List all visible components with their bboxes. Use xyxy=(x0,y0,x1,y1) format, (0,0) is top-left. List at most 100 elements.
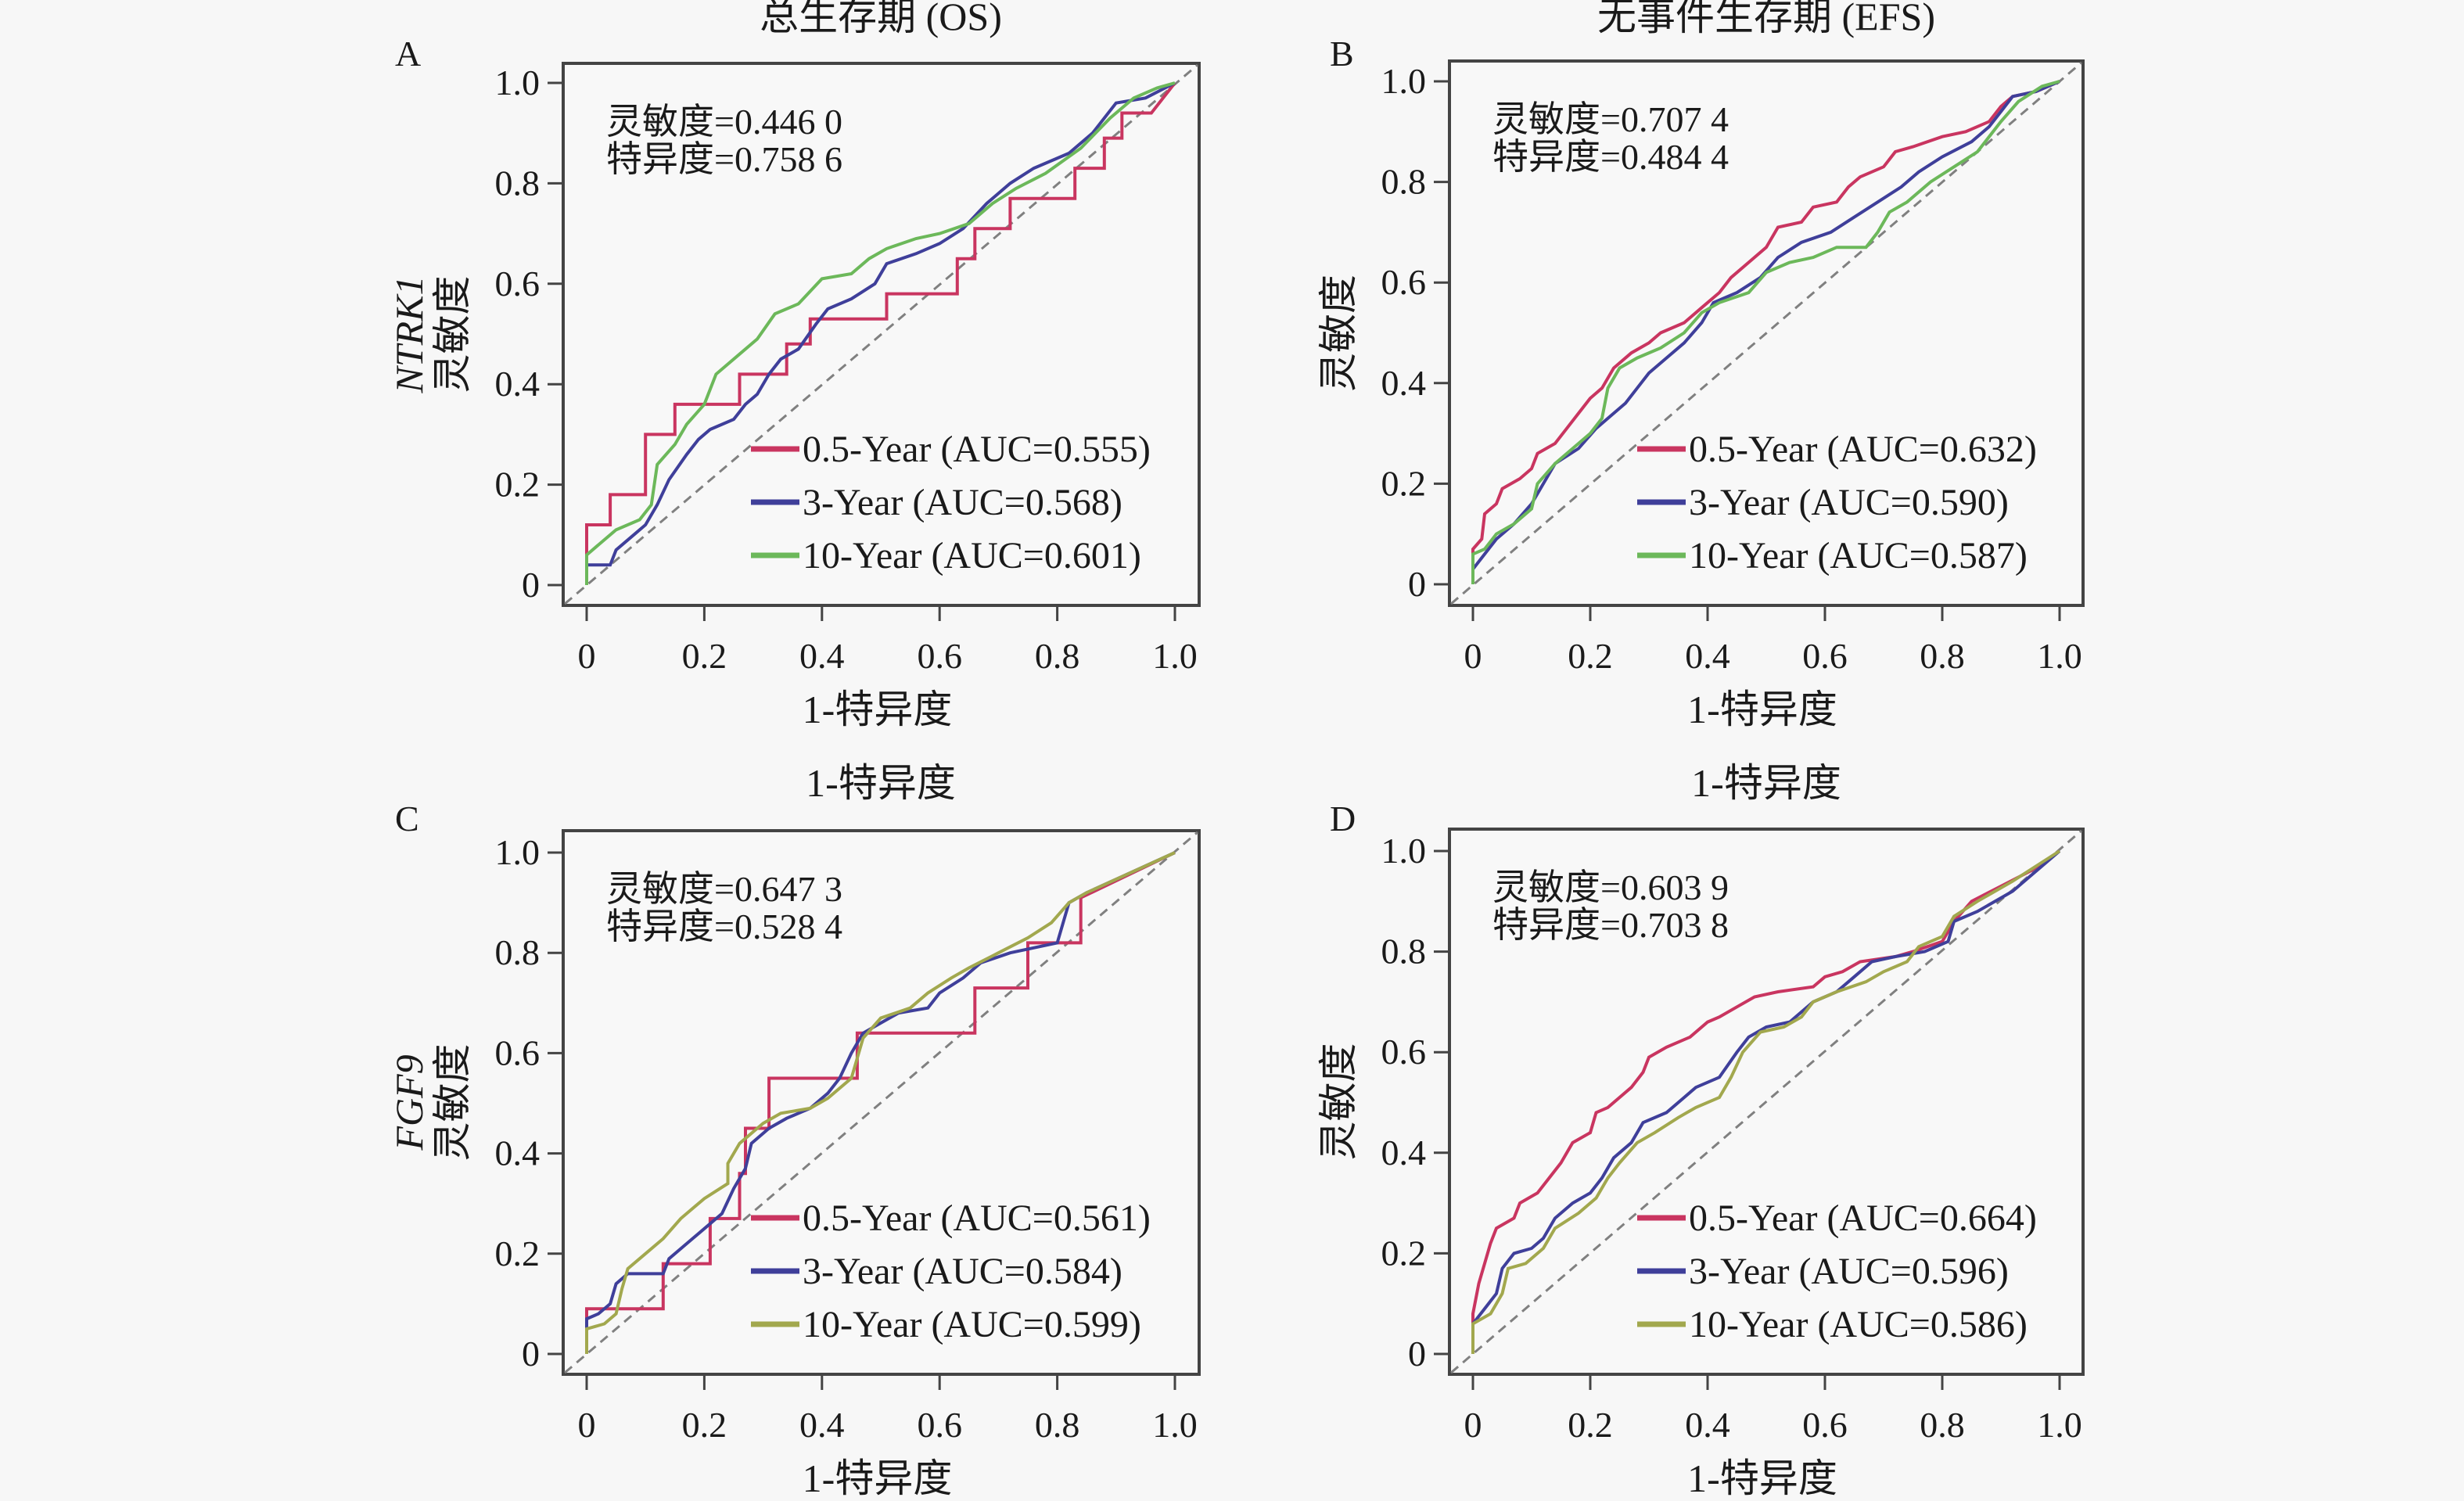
x-tick-label: 0.4 xyxy=(799,636,845,676)
roc-curve-10-year xyxy=(585,81,1176,585)
panel-b: B 无事件生存期 (EFS) 0 0.2 0.4 0.6 0.8 1.0 0 0.2 0.4 0.6 0… xyxy=(1316,0,2085,731)
sensitivity-annotation: 灵敏度=0.446 0 xyxy=(606,102,842,142)
roc-curve-0-5-year xyxy=(585,81,1176,585)
x-tick-label: 0.8 xyxy=(1920,1405,1965,1445)
sensitivity-annotation: 灵敏度=0.603 9 xyxy=(1492,867,1729,907)
x-axis-label: 1-特异度 xyxy=(803,1456,953,1500)
y-tick-label: 1.0 xyxy=(495,63,541,102)
roc-curve-3-year xyxy=(585,81,1176,585)
roc-curve-10-year xyxy=(1471,849,2061,1354)
roc-curve-0-5-year xyxy=(1471,80,2060,584)
panel-letter: B xyxy=(1330,34,1354,74)
y-tick-label: 0.2 xyxy=(495,1233,541,1273)
x-tick-label: 0 xyxy=(1464,636,1482,676)
y-tick-label: 0.8 xyxy=(495,932,541,972)
x-tick-label: 0.6 xyxy=(1802,1405,1848,1445)
y-tick-label: 1.0 xyxy=(495,832,541,872)
legend-label: 0.5-Year (AUC=0.561) xyxy=(803,1198,1151,1239)
y-tick-label: 0.4 xyxy=(495,364,541,404)
legend-label: 3-Year (AUC=0.584) xyxy=(803,1251,1122,1292)
y-tick-label: 0.4 xyxy=(1381,363,1427,403)
roc-curve-10-year xyxy=(585,851,1176,1354)
panel-title: 无事件生存期 (EFS) xyxy=(1597,0,1935,38)
specificity-annotation: 特异度=0.484 4 xyxy=(1492,137,1729,177)
y-tick-label: 0 xyxy=(522,565,540,605)
y-tick-label: 0.6 xyxy=(495,264,541,303)
y-tick-label: 0.2 xyxy=(495,465,541,505)
legend-label: 0.5-Year (AUC=0.664) xyxy=(1689,1198,2037,1239)
y-axis-label: 灵敏度 xyxy=(1316,1043,1360,1161)
y-axis-label: 灵敏度 xyxy=(430,276,474,393)
y-axis-label: 灵敏度 xyxy=(430,1044,474,1162)
x-tick-label: 0 xyxy=(578,636,596,676)
y-tick-label: 0.8 xyxy=(495,163,541,203)
x-tick-label: 0.2 xyxy=(1568,636,1613,676)
roc-curve-10-year xyxy=(1471,80,2060,584)
x-axis-label: 1-特异度 xyxy=(1687,688,1837,731)
specificity-annotation: 特异度=0.528 4 xyxy=(606,907,842,946)
specificity-annotation: 特异度=0.703 8 xyxy=(1492,905,1729,945)
x-tick-label: 1.0 xyxy=(1152,1405,1198,1445)
x-tick-label: 0.6 xyxy=(917,1405,962,1445)
panel-c: C 1-特异度 0 0.2 0.4 0.6 0.8 1.0 0 0.2 0.4 0.6 0.8 1.0 1-… xyxy=(387,761,1201,1500)
legend-label: 3-Year (AUC=0.596) xyxy=(1689,1251,2009,1292)
x-tick-label: 0 xyxy=(1464,1405,1482,1445)
panel-letter: C xyxy=(395,799,419,838)
sensitivity-annotation: 灵敏度=0.707 4 xyxy=(1492,99,1729,139)
y-tick-label: 0 xyxy=(522,1334,540,1374)
y-tick-label: 1.0 xyxy=(1381,831,1427,871)
y-tick-label: 0.2 xyxy=(1381,463,1427,503)
y-axis-gene-label: FGF9 xyxy=(387,1054,431,1151)
roc-curve-3-year xyxy=(1471,80,2060,584)
x-tick-label: 0.2 xyxy=(1568,1405,1613,1445)
reference-diagonal xyxy=(564,63,1198,605)
y-tick-label: 0 xyxy=(1408,564,1426,604)
x-tick-label: 0.6 xyxy=(917,636,962,676)
panel-title: 总生存期 (OS) xyxy=(760,0,1002,38)
y-tick-label: 1.0 xyxy=(1381,61,1427,101)
panel-title: 1-特异度 xyxy=(806,761,956,805)
legend-label: 10-Year (AUC=0.601) xyxy=(803,535,1141,576)
x-tick-label: 0 xyxy=(578,1405,596,1445)
roc-curve-3-year xyxy=(1471,849,2061,1354)
y-axis-gene-label: NTRK1 xyxy=(387,275,431,393)
specificity-annotation: 特异度=0.758 6 xyxy=(606,139,842,179)
y-tick-label: 0.4 xyxy=(495,1133,541,1173)
y-tick-label: 0.4 xyxy=(1381,1133,1427,1172)
x-tick-label: 0.4 xyxy=(1685,1405,1730,1445)
panel-d: D 1-特异度 0 0.2 0.4 0.6 0.8 1.0 0 0.2 0.4 0.6 0.8 1.0 1-… xyxy=(1316,761,2085,1500)
sensitivity-annotation: 灵敏度=0.647 3 xyxy=(606,869,842,909)
x-axis-label: 1-特异度 xyxy=(1687,1456,1837,1500)
x-tick-label: 0.2 xyxy=(682,1405,727,1445)
y-tick-label: 0.6 xyxy=(1381,1032,1427,1072)
legend-label: 10-Year (AUC=0.586) xyxy=(1689,1304,2028,1345)
panel-letter: A xyxy=(395,34,421,74)
y-tick-label: 0.6 xyxy=(1381,262,1427,302)
y-tick-label: 0.8 xyxy=(1381,932,1427,971)
x-tick-label: 0.8 xyxy=(1035,636,1080,676)
panel-a: A 总生存期 (OS) 0 0.2 0.4 0.6 0.8 1.0 0 0.2 0.4 0.6 0.8 1… xyxy=(387,0,1201,731)
y-axis-label: 灵敏度 xyxy=(1316,275,1360,392)
x-tick-label: 0.4 xyxy=(1685,636,1730,676)
reference-diagonal xyxy=(564,831,1198,1374)
x-tick-label: 0.8 xyxy=(1920,636,1965,676)
y-tick-label: 0.6 xyxy=(495,1032,541,1072)
y-tick-label: 0.2 xyxy=(1381,1233,1427,1273)
panel-title: 1-特异度 xyxy=(1691,761,1841,805)
x-axis-label: 1-特异度 xyxy=(803,688,953,731)
legend-label: 3-Year (AUC=0.568) xyxy=(803,482,1122,523)
x-tick-label: 1.0 xyxy=(2037,636,2082,676)
legend-label: 3-Year (AUC=0.590) xyxy=(1689,482,2009,523)
legend-label: 0.5-Year (AUC=0.555) xyxy=(803,429,1151,470)
y-tick-label: 0.8 xyxy=(1381,162,1427,202)
legend-label: 0.5-Year (AUC=0.632) xyxy=(1689,429,2037,470)
x-tick-label: 0.4 xyxy=(799,1405,845,1445)
x-tick-label: 0.6 xyxy=(1802,636,1848,676)
reference-diagonal xyxy=(1450,829,2082,1374)
y-tick-label: 0 xyxy=(1408,1334,1426,1374)
x-tick-label: 1.0 xyxy=(1152,636,1198,676)
x-tick-label: 1.0 xyxy=(2037,1405,2082,1445)
legend-label: 10-Year (AUC=0.587) xyxy=(1689,535,2028,576)
legend-label: 10-Year (AUC=0.599) xyxy=(803,1304,1141,1345)
